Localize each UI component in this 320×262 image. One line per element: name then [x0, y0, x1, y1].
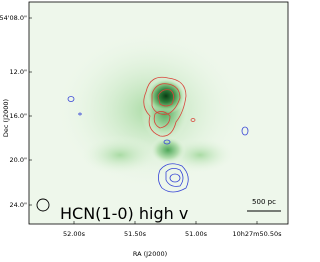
- y-ticks: -43°54'08.0" 12.0" 16.0" 20.0" 24.0": [0, 14, 32, 209]
- x-axis-label: RA (J2000): [133, 250, 167, 258]
- y-axis-label: Dec (J2000): [2, 99, 10, 137]
- emission-map: [55, 30, 245, 190]
- x-tick-label: 52.00s: [63, 230, 86, 238]
- y-tick-label: -43°54'08.0": [0, 14, 27, 22]
- map-label: HCN(1-0) high v: [60, 204, 188, 223]
- red-contours: [143, 76, 196, 137]
- scale-bar-label: 500 pc: [252, 198, 276, 206]
- x-tick-label: 51.00s: [185, 230, 208, 238]
- figure: HCN(1-0) high v 500 pc 52.00s 51.50s 51.00…: [0, 1, 289, 258]
- blue-contours: [67, 96, 249, 193]
- x-tick-label: 51.50s: [124, 230, 147, 238]
- x-ticks: 52.00s 51.50s 51.00s 10h27m50.50s: [63, 221, 282, 238]
- x-tick-label: 10h27m50.50s: [233, 230, 283, 238]
- y-tick-label: 12.0": [10, 68, 27, 76]
- beam: [36, 198, 50, 212]
- y-tick-label: 20.0": [10, 156, 27, 164]
- y-tick-label: 16.0": [10, 112, 27, 120]
- y-tick-label: 24.0": [10, 201, 27, 209]
